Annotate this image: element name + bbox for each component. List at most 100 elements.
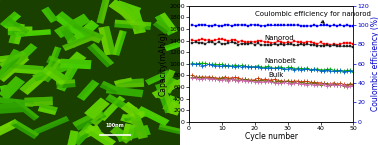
Bar: [113, 126, 133, 141]
Bar: [112, 30, 127, 56]
Bar: [0, 11, 18, 27]
Bar: [152, 77, 186, 96]
Text: 100nm: 100nm: [105, 123, 124, 128]
Bar: [115, 2, 147, 32]
Bar: [105, 94, 139, 116]
Bar: [72, 109, 106, 131]
Bar: [9, 22, 20, 44]
X-axis label: Cycle number: Cycle number: [245, 132, 298, 141]
Bar: [0, 85, 11, 99]
Bar: [107, 94, 139, 114]
Bar: [155, 83, 175, 113]
Bar: [56, 79, 75, 85]
Bar: [9, 22, 25, 45]
Text: Nanorod: Nanorod: [265, 35, 294, 41]
Bar: [58, 11, 90, 37]
Bar: [97, 0, 111, 24]
Bar: [54, 11, 90, 40]
Bar: [15, 99, 39, 119]
Bar: [72, 23, 104, 39]
Bar: [116, 125, 149, 137]
Bar: [158, 124, 189, 136]
Bar: [67, 20, 95, 45]
Bar: [0, 97, 34, 107]
Bar: [112, 0, 141, 20]
Bar: [42, 59, 62, 81]
Bar: [164, 40, 184, 51]
Bar: [104, 26, 116, 55]
Bar: [102, 81, 119, 91]
Bar: [133, 9, 146, 33]
Bar: [70, 23, 104, 43]
Bar: [0, 97, 34, 104]
Bar: [71, 123, 92, 143]
Bar: [122, 114, 141, 122]
Bar: [167, 101, 183, 116]
Bar: [127, 9, 146, 34]
Bar: [0, 102, 23, 109]
Bar: [107, 86, 143, 94]
Bar: [122, 123, 130, 140]
Bar: [15, 29, 51, 35]
Bar: [160, 83, 175, 112]
Bar: [67, 20, 99, 48]
Bar: [84, 98, 105, 116]
Bar: [79, 125, 99, 136]
Bar: [84, 125, 116, 145]
Bar: [114, 20, 151, 30]
Bar: [77, 80, 99, 101]
Bar: [56, 79, 76, 88]
Bar: [97, 0, 108, 23]
Bar: [156, 20, 171, 31]
Bar: [45, 7, 58, 21]
Bar: [99, 96, 125, 121]
Bar: [62, 33, 97, 51]
Bar: [0, 49, 23, 80]
Text: Bulk: Bulk: [268, 72, 283, 78]
Bar: [64, 26, 77, 41]
Y-axis label: Capacity(mAh/g): Capacity(mAh/g): [159, 31, 168, 96]
Bar: [32, 63, 68, 78]
Bar: [87, 125, 116, 145]
Bar: [57, 65, 74, 90]
Bar: [123, 110, 146, 118]
Bar: [120, 2, 147, 29]
Bar: [20, 43, 37, 58]
Bar: [45, 64, 69, 82]
Bar: [42, 59, 65, 83]
Bar: [48, 47, 62, 68]
Bar: [32, 63, 70, 82]
Bar: [156, 69, 172, 98]
Bar: [153, 20, 171, 34]
Bar: [60, 59, 91, 69]
Bar: [87, 43, 114, 67]
Bar: [98, 26, 116, 56]
Bar: [62, 33, 96, 48]
Bar: [0, 53, 27, 61]
Bar: [66, 130, 79, 145]
Bar: [0, 119, 18, 136]
Bar: [19, 74, 45, 95]
Bar: [155, 12, 178, 36]
Bar: [0, 53, 27, 64]
Bar: [54, 14, 90, 38]
Bar: [145, 70, 169, 83]
Bar: [38, 104, 58, 115]
Bar: [99, 81, 119, 94]
Bar: [67, 51, 82, 64]
Bar: [0, 49, 18, 78]
Bar: [106, 86, 143, 97]
Bar: [152, 77, 187, 98]
Bar: [67, 51, 87, 67]
Bar: [79, 125, 101, 139]
Bar: [108, 0, 141, 23]
Bar: [114, 78, 132, 84]
Bar: [159, 124, 189, 133]
Bar: [0, 119, 20, 139]
Bar: [90, 112, 106, 126]
Bar: [20, 43, 34, 55]
Bar: [0, 76, 20, 97]
Y-axis label: Coulombic efficiency (%): Coulombic efficiency (%): [371, 16, 378, 111]
Bar: [118, 79, 144, 88]
Bar: [24, 97, 53, 107]
